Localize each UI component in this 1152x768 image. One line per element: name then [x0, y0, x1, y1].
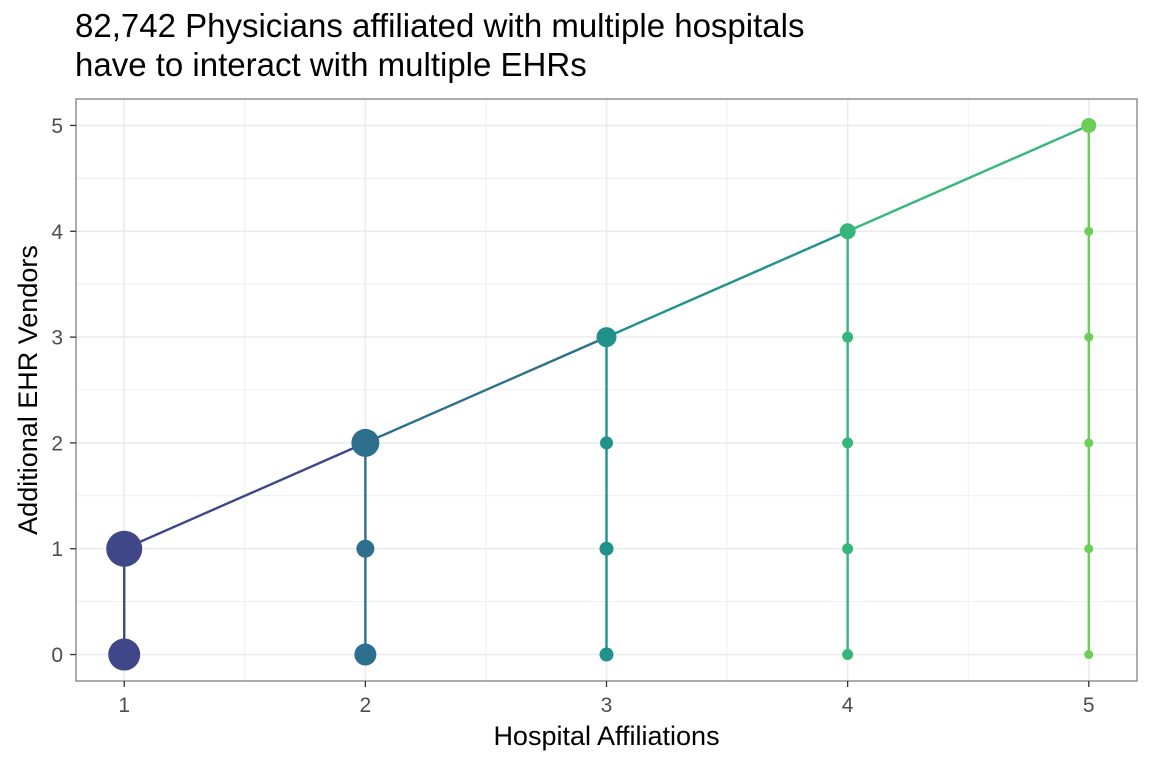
diagonal-series-line — [123, 124, 1090, 550]
y-tick-label: 3 — [51, 327, 63, 350]
data-point — [106, 530, 143, 567]
y-tick-label: 5 — [51, 115, 63, 138]
data-point — [842, 331, 854, 343]
diagonal-segment — [364, 335, 608, 445]
data-point — [1084, 226, 1094, 236]
y-tick-label: 0 — [51, 644, 63, 667]
data-point — [839, 223, 856, 240]
data-point — [354, 643, 377, 666]
data-point — [599, 647, 614, 662]
x-axis-ticks: 1 2 3 4 5 — [118, 681, 1095, 717]
y-tick-label: 1 — [51, 538, 63, 561]
x-tick-label: 4 — [842, 694, 854, 717]
data-point — [351, 428, 380, 457]
data-point — [356, 539, 375, 558]
diagonal-segment — [123, 441, 367, 550]
data-point — [1084, 650, 1094, 660]
x-axis-title: Hospital Affiliations — [493, 721, 719, 751]
data-point — [596, 327, 617, 348]
data-points — [106, 117, 1097, 671]
x-tick-label: 5 — [1083, 694, 1095, 717]
data-point — [842, 437, 854, 449]
y-axis-title: Additional EHR Vendors — [13, 245, 43, 535]
diagonal-segment — [846, 124, 1090, 233]
data-point — [1084, 544, 1094, 554]
y-axis-ticks: 0 1 2 3 4 5 — [51, 115, 76, 667]
data-point — [842, 543, 854, 555]
chart-title-line-2: have to interact with multiple EHRs — [75, 46, 587, 83]
data-point — [599, 541, 614, 556]
chart-title: 82,742 Physicians affiliated with multip… — [75, 6, 804, 84]
data-point — [842, 649, 854, 661]
x-tick-label: 3 — [601, 694, 613, 717]
y-tick-label: 2 — [51, 432, 63, 455]
data-point — [1084, 438, 1094, 448]
data-point — [600, 436, 613, 450]
data-point — [1081, 117, 1097, 133]
chart-title-line-1: 82,742 Physicians affiliated with multip… — [75, 7, 805, 44]
y-tick-label: 4 — [51, 221, 63, 244]
diagonal-segment — [605, 230, 849, 339]
data-point — [108, 638, 141, 671]
data-point — [1084, 332, 1094, 342]
x-tick-label: 2 — [360, 694, 372, 717]
x-tick-label: 1 — [118, 694, 130, 717]
